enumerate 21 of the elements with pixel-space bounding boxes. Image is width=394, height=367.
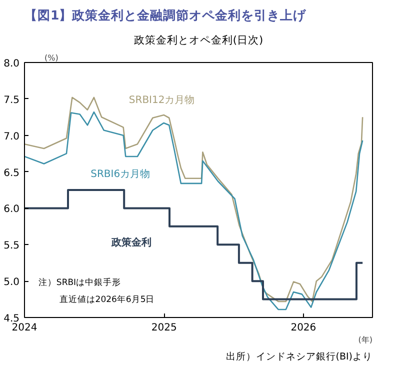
series-label: SRBI6カ月物 — [90, 168, 150, 180]
text: 出所）インドネシア銀行(BI)より — [226, 350, 373, 362]
y-tick-label: 8.0 — [4, 58, 20, 70]
x-tick-label: 2025 — [151, 322, 177, 334]
x-tick-label: 2024 — [12, 322, 38, 334]
y-axis-title: (%) — [44, 54, 58, 62]
annotation: 直近値は2026年6月5日 — [59, 294, 155, 305]
y-tick-label: 6.5 — [4, 168, 20, 179]
y-tick-label: 7.0 — [4, 131, 20, 142]
chart-subtitle: 政策金利とオペ金利(日次) — [134, 34, 264, 46]
text: 政策金利 — [110, 236, 152, 249]
y-tick-label: 5.5 — [4, 240, 20, 252]
y-tick-label: 7.5 — [4, 94, 20, 106]
chart-title: 【図1】政策金利と金融調節オペ金利を引き上げ — [24, 8, 308, 22]
series-label: SRBI12カ月物 — [128, 94, 195, 106]
x-axis-title: (年) — [358, 336, 373, 344]
annotation: 注）SRBIは中銀手形 — [38, 277, 122, 288]
x-tick-label: 2026 — [290, 322, 316, 334]
y-tick-label: 4.5 — [4, 314, 20, 324]
y-tick-label: 6.0 — [4, 204, 20, 216]
y-tick-label: 5.0 — [4, 277, 20, 288]
